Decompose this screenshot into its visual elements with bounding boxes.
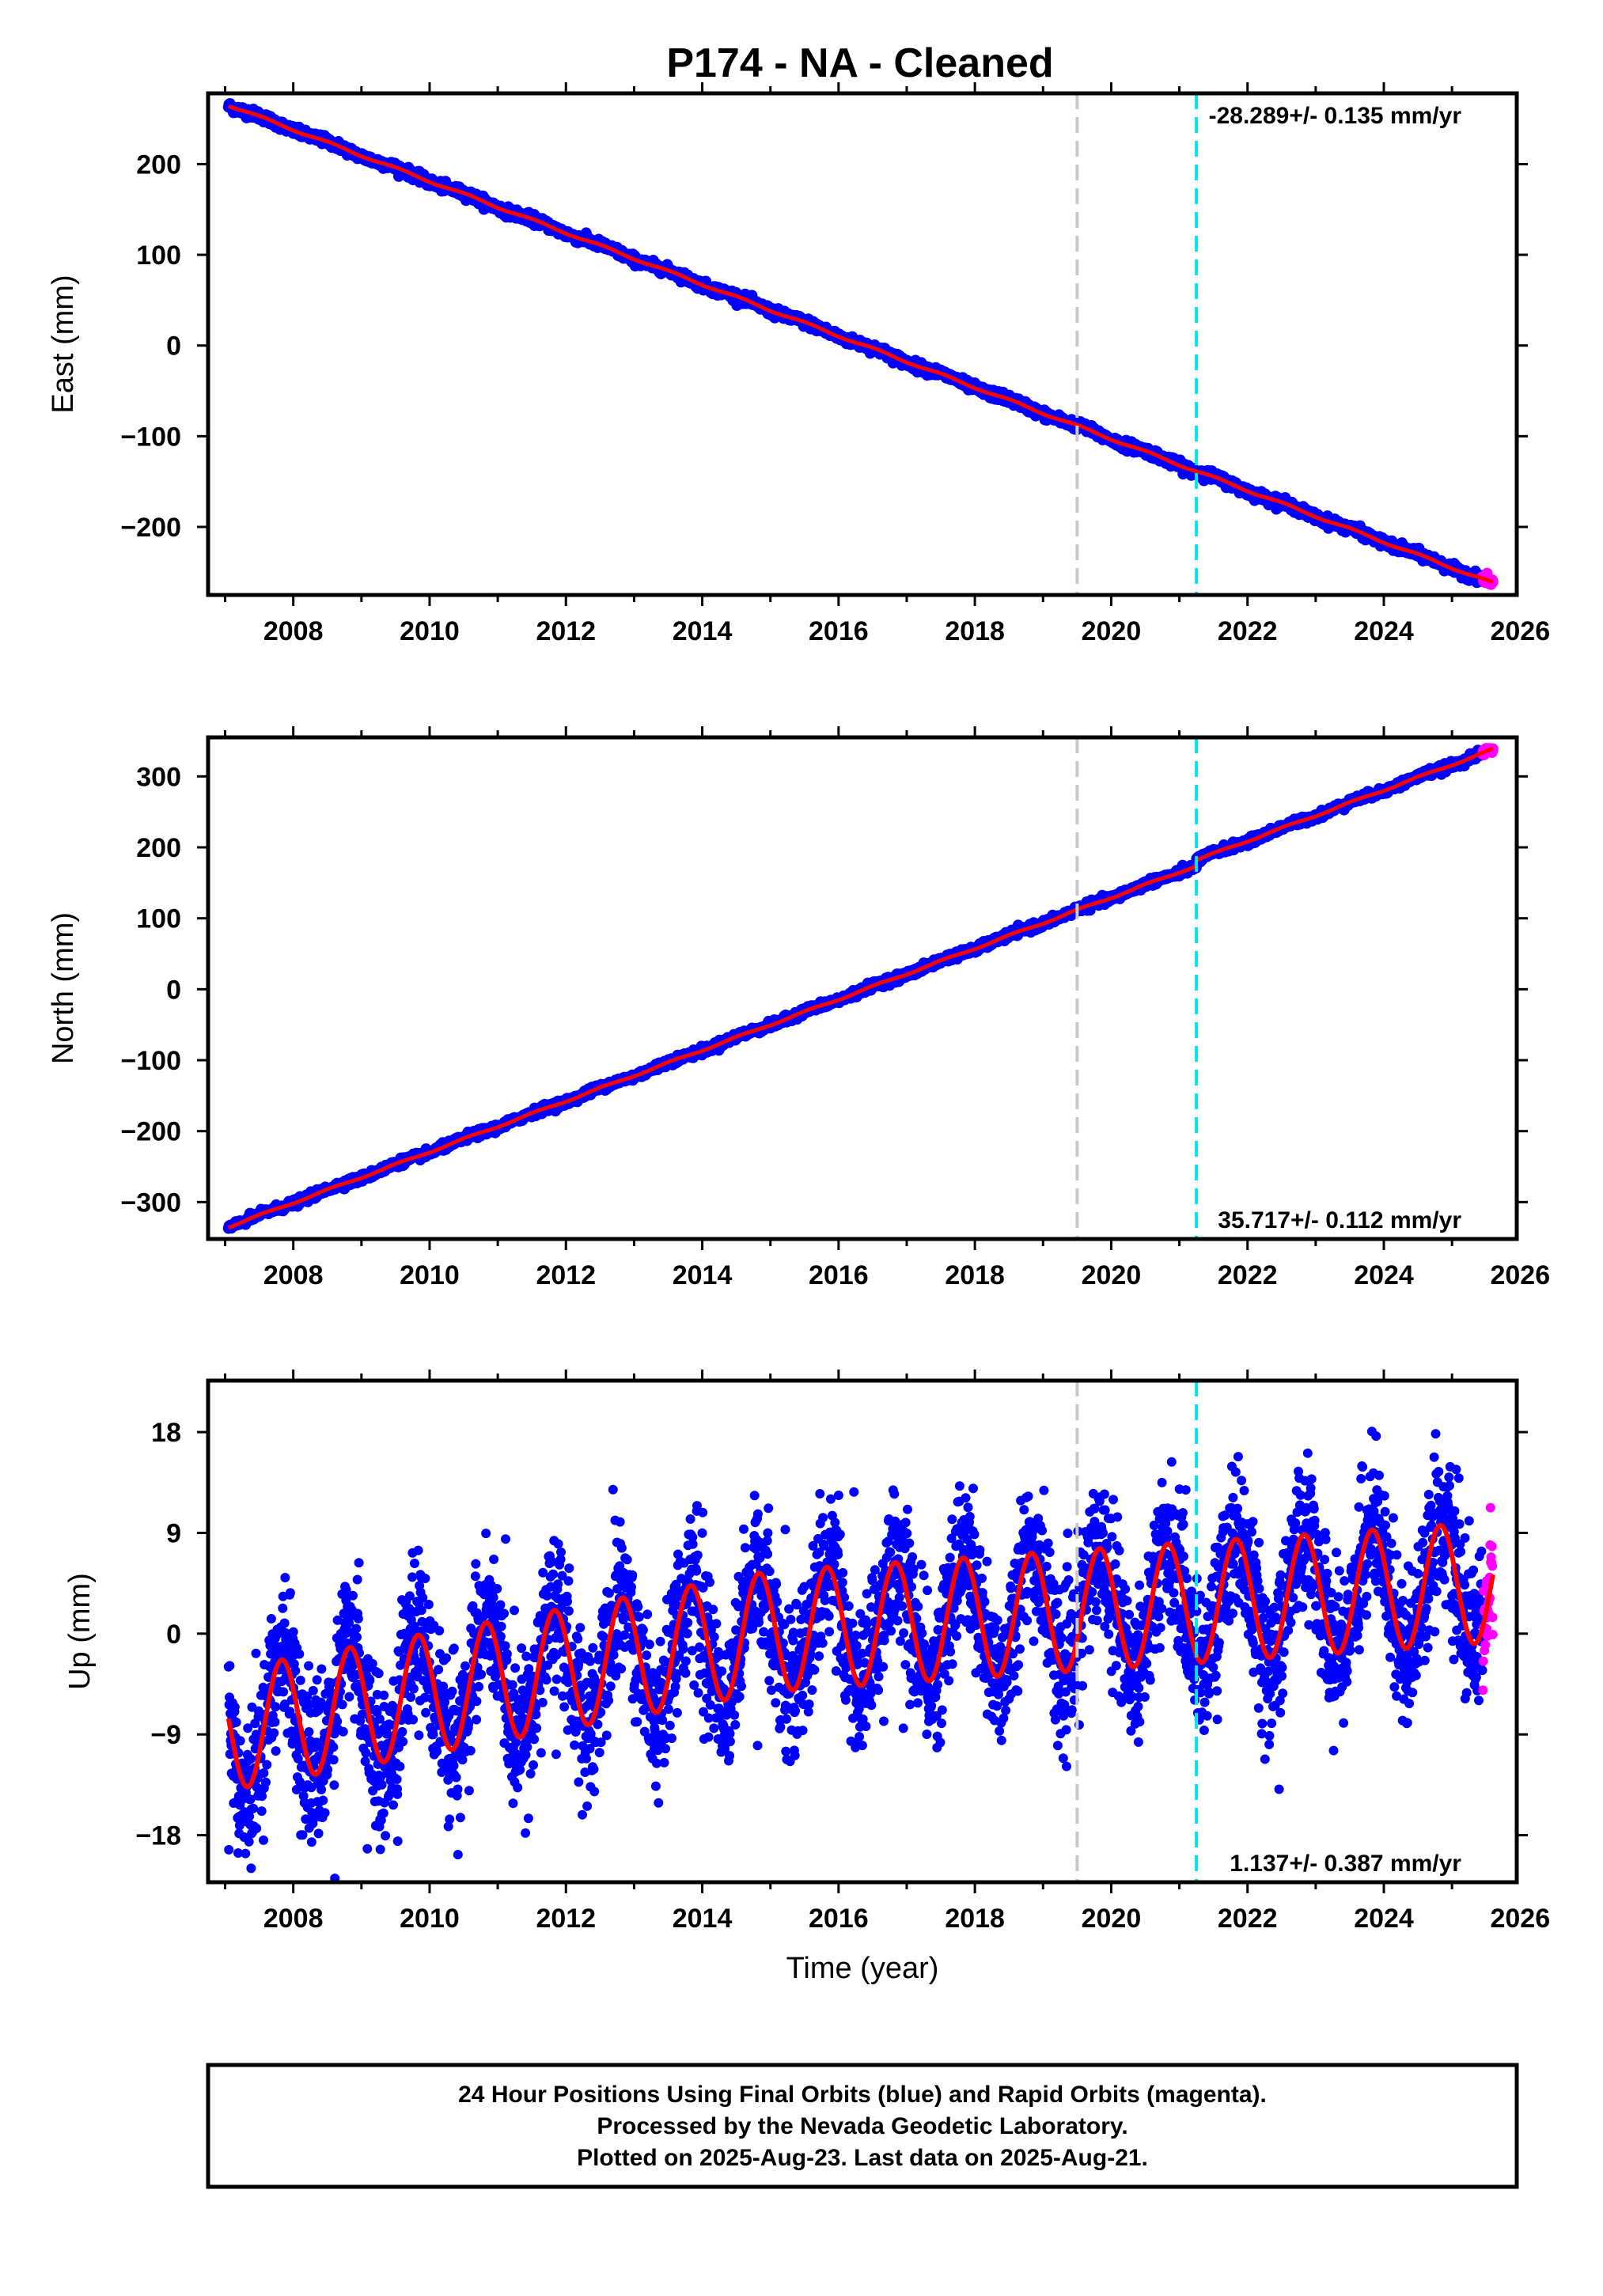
x-tick-label: 2026 <box>1490 616 1550 646</box>
model-line-east <box>228 104 1494 585</box>
panels: 2008 2010 2012 2014 2016 2018 2020 2022 2024 2026… <box>47 82 1550 1985</box>
figure-title: P174 - NA - Cleaned <box>666 40 1053 86</box>
y-tick-label: 200 <box>136 150 181 180</box>
x-tick-label: 2024 <box>1354 616 1414 646</box>
frame-east <box>206 91 1519 597</box>
x-tick-label: 2014 <box>673 616 733 646</box>
x-tick-label: 2016 <box>809 616 869 646</box>
x-tick-label: 2020 <box>1082 616 1142 646</box>
rate-label: -28.289+/- 0.135 mm/yr <box>1209 103 1462 129</box>
points-north <box>222 743 1499 1234</box>
x-tick-label: 2018 <box>945 616 1005 646</box>
y-tick-label: −200 <box>120 513 181 543</box>
x-tick-label: 2010 <box>400 616 460 646</box>
x-tick-label: 2008 <box>263 616 324 646</box>
panel-east: 2008 2010 2012 2014 2016 2018 2020 2022 2024 2026… <box>47 82 1550 646</box>
y-tick-label: 100 <box>136 241 181 271</box>
plot-area-east <box>222 98 1499 590</box>
y-axis-label: East (mm) <box>47 275 80 413</box>
x-tick-label: 2012 <box>536 616 596 646</box>
y-tick-label: −100 <box>120 422 181 452</box>
plot-area-north <box>222 743 1499 1234</box>
y-tick-label: 0 <box>166 332 181 362</box>
x-tick-label: 2022 <box>1218 616 1278 646</box>
panel-north: 2008 2010 2012 2014 2016 2018 2020 2022 2024 2026… <box>47 726 1550 1290</box>
